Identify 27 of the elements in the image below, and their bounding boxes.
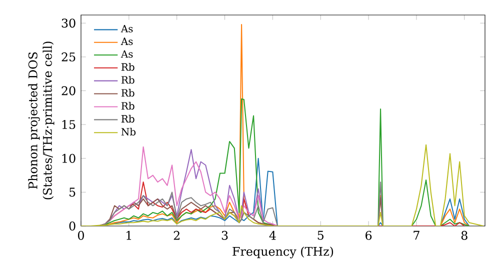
y-tick-label: 15 bbox=[62, 120, 76, 130]
x-tick-label: 7 bbox=[414, 230, 420, 240]
legend-label: Rb bbox=[121, 76, 134, 84]
x-tick-label: 2 bbox=[174, 230, 180, 240]
legend-label: As bbox=[120, 38, 133, 46]
legend-label: As bbox=[120, 25, 133, 32]
x-tick-label: 8 bbox=[461, 230, 468, 240]
legend-label: As bbox=[120, 50, 133, 58]
legend-label: Rb bbox=[121, 88, 134, 97]
legend-label: Rb bbox=[121, 63, 134, 71]
x-tick-label: 1 bbox=[126, 230, 132, 240]
x-axis-title: Frequency (THz) bbox=[232, 246, 334, 258]
legend-label: Nb bbox=[121, 128, 136, 136]
legend-label: Rb bbox=[121, 114, 134, 123]
x-tick-label: 0 bbox=[78, 230, 84, 240]
y-tick-label: 25 bbox=[62, 52, 76, 62]
y-tick-label: 20 bbox=[62, 86, 76, 96]
y-tick-label: 30 bbox=[62, 18, 76, 28]
y-axis-title: Phonon projected DOS (States/THz·primitive cell) bbox=[28, 42, 54, 200]
y-tick-label: 0 bbox=[69, 222, 76, 231]
x-tick-label: 6 bbox=[366, 230, 372, 240]
x-tick-label: 5 bbox=[318, 230, 324, 240]
legend-label: Rb bbox=[121, 102, 134, 110]
x-tick-label: 3 bbox=[222, 230, 228, 240]
y-tick-label: 5 bbox=[70, 188, 76, 197]
y-tick-label: 10 bbox=[62, 154, 76, 163]
x-tick-label: 4 bbox=[269, 230, 276, 240]
